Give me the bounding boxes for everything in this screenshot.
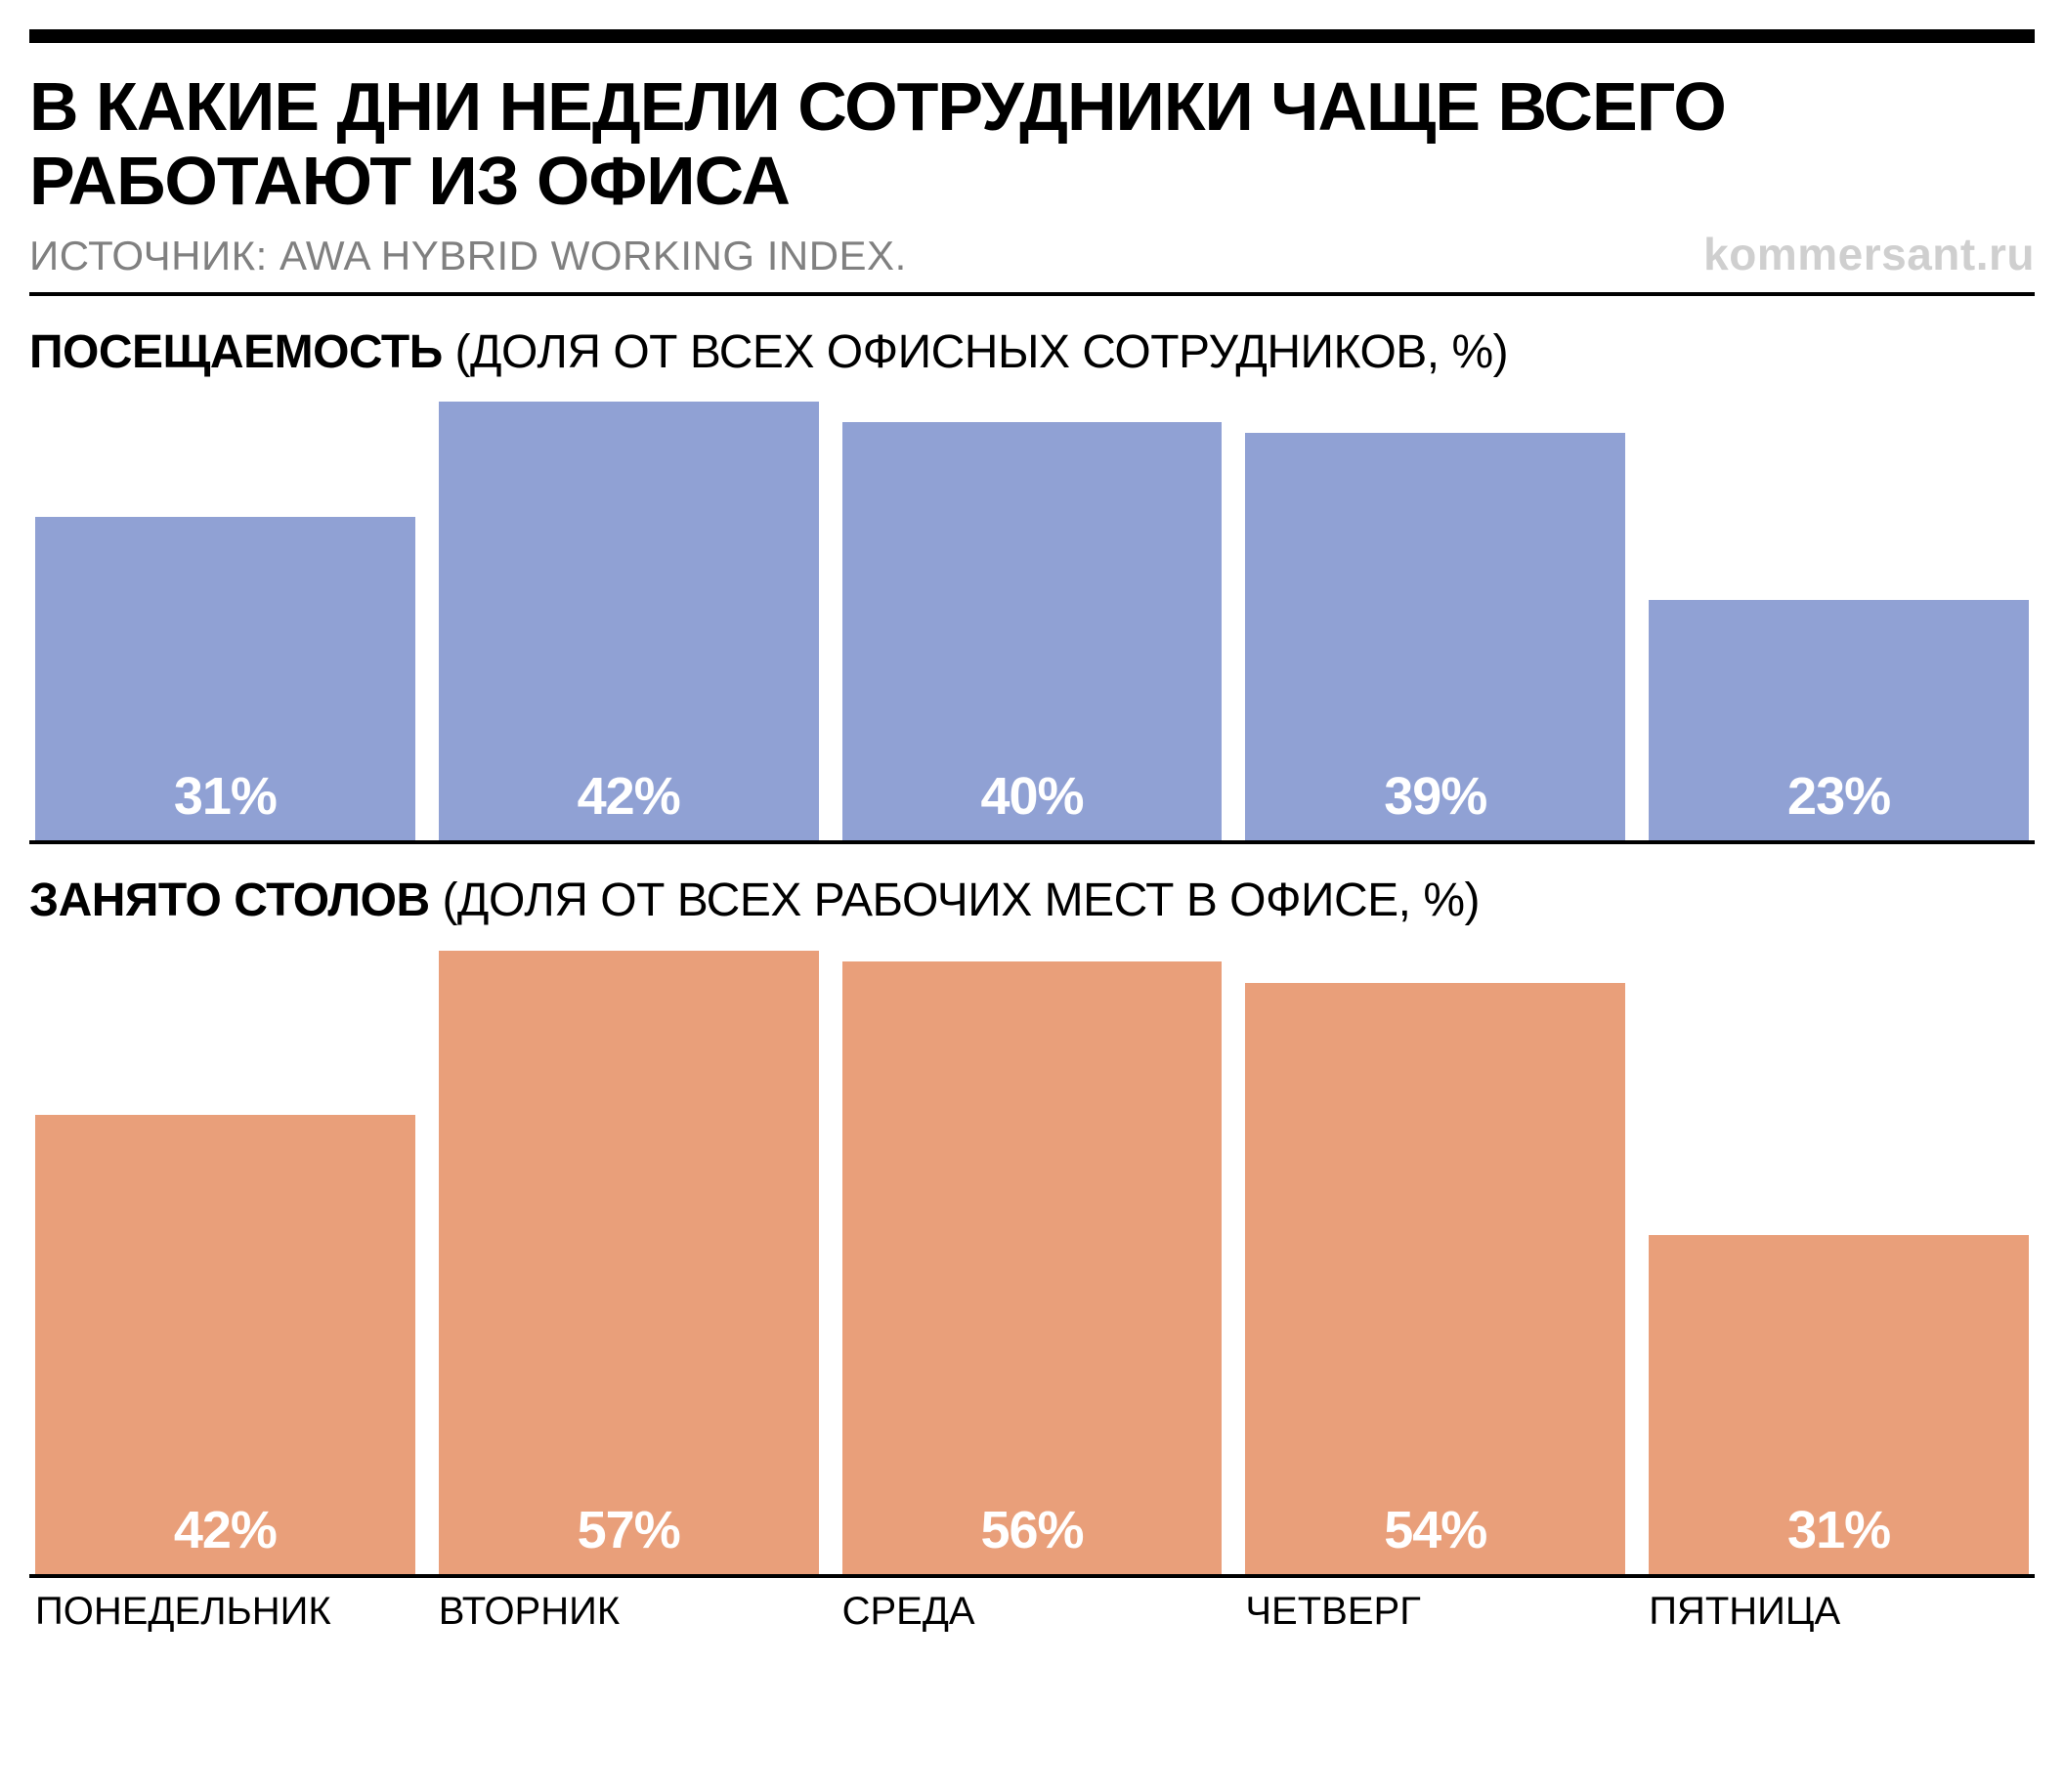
bar-value: 54% <box>1384 1500 1486 1574</box>
bar: 42% <box>439 402 819 840</box>
chart2-title-bold: ЗАНЯТО СТОЛОВ <box>29 875 430 926</box>
bar-value: 40% <box>980 766 1083 840</box>
axis-label: СРЕДА <box>842 1590 1223 1634</box>
bar: 40% <box>842 422 1223 840</box>
bar-value: 31% <box>1787 1500 1890 1574</box>
bar: 23% <box>1649 600 2029 840</box>
axis-label: ПОНЕДЕЛЬНИК <box>35 1590 415 1634</box>
bar-value: 42% <box>174 1500 277 1574</box>
axis-row: ПОНЕДЕЛЬНИК ВТОРНИК СРЕДА ЧЕТВЕРГ ПЯТНИЦА <box>29 1578 2035 1634</box>
chart1-area: 31% 42% 40% 39% 23% <box>29 405 2035 844</box>
chart1-title-bold: ПОСЕЩАЕМОСТЬ <box>29 326 443 378</box>
chart1-title-light: (ДОЛЯ ОТ ВСЕХ ОФИСНЫХ СОТРУДНИКОВ, %) <box>443 326 1508 378</box>
main-title: В КАКИЕ ДНИ НЕДЕЛИ СОТРУДНИКИ ЧАЩЕ ВСЕГО… <box>29 70 2035 218</box>
bar-value: 56% <box>980 1500 1083 1574</box>
bar: 54% <box>1245 983 1625 1574</box>
chart2-title-light: (ДОЛЯ ОТ ВСЕХ РАБОЧИХ МЕСТ В ОФИСЕ, %) <box>430 875 1480 926</box>
bar: 57% <box>439 951 819 1574</box>
bar: 31% <box>1649 1235 2029 1574</box>
watermark: kommersant.ru <box>1703 228 2035 280</box>
bar-value: 31% <box>174 766 277 840</box>
bar: 31% <box>35 517 415 841</box>
bar: 56% <box>842 961 1223 1574</box>
top-rule <box>29 29 2035 43</box>
bar-value: 39% <box>1384 766 1486 840</box>
chart1-title: ПОСЕЩАЕМОСТЬ (ДОЛЯ ОТ ВСЕХ ОФИСНЫХ СОТРУ… <box>29 325 2035 379</box>
bar-value: 42% <box>578 766 680 840</box>
axis-label: ПЯТНИЦА <box>1649 1590 2029 1634</box>
chart2-area: 42% 57% 56% 54% 31% <box>29 953 2035 1578</box>
bar-value: 57% <box>578 1500 680 1574</box>
chart2-title: ЗАНЯТО СТОЛОВ (ДОЛЯ ОТ ВСЕХ РАБОЧИХ МЕСТ… <box>29 874 2035 927</box>
axis-label: ЧЕТВЕРГ <box>1245 1590 1625 1634</box>
infographic-container: В КАКИЕ ДНИ НЕДЕЛИ СОТРУДНИКИ ЧАЩЕ ВСЕГО… <box>29 29 2035 1634</box>
source-row: ИСТОЧНИК: AWA HYBRID WORKING INDEX. komm… <box>29 228 2035 296</box>
bar: 42% <box>35 1115 415 1574</box>
source-text: ИСТОЧНИК: AWA HYBRID WORKING INDEX. <box>29 233 907 279</box>
bar-value: 23% <box>1787 766 1890 840</box>
bar: 39% <box>1245 433 1625 840</box>
axis-label: ВТОРНИК <box>439 1590 819 1634</box>
